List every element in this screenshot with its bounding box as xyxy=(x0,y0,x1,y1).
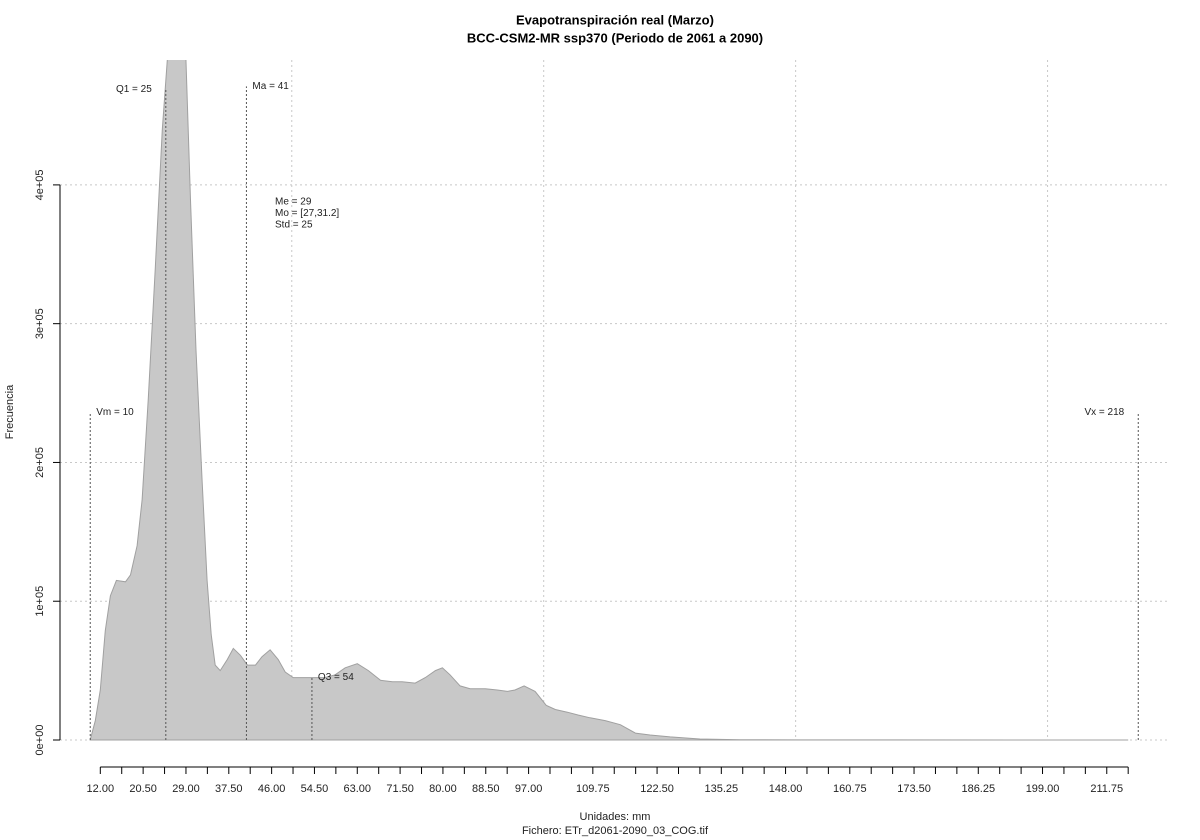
marker-label: Q1 = 25 xyxy=(116,84,152,95)
marker-label: Vm = 10 xyxy=(96,407,134,418)
chart-subtitle: BCC-CSM2-MR ssp370 (Periodo de 2061 a 20… xyxy=(467,30,763,45)
x-tick-label: 12.00 xyxy=(87,783,115,795)
x-tick-label: 160.75 xyxy=(833,783,867,795)
stat-label: Me = 29 xyxy=(275,197,312,208)
stat-label: Std = 25 xyxy=(275,220,313,231)
x-tick-label: 37.50 xyxy=(215,783,243,795)
x-tick-label: 97.00 xyxy=(515,783,543,795)
y-tick-label: 3e+05 xyxy=(34,308,46,339)
y-tick-label: 1e+05 xyxy=(34,586,46,617)
chart-title: Evapotranspiración real (Marzo) xyxy=(516,12,714,27)
density-area xyxy=(89,60,1129,741)
x-tick-label: 71.50 xyxy=(386,783,414,795)
y-tick-label: 4e+05 xyxy=(34,169,46,200)
x-tick-label: 211.75 xyxy=(1090,783,1123,795)
x-tick-label: 80.00 xyxy=(429,783,457,795)
marker-label: Ma = 41 xyxy=(252,81,289,92)
marker-label: Q3 = 54 xyxy=(318,672,354,683)
stat-label: Mo = [27,31.2] xyxy=(275,208,339,219)
x-tick-label: 63.00 xyxy=(344,783,372,795)
y-tick-label: 2e+05 xyxy=(34,447,46,478)
marker-label: Vx = 218 xyxy=(1084,407,1124,418)
x-tick-label: 46.00 xyxy=(258,783,286,795)
x-tick-label: 135.25 xyxy=(704,783,738,795)
x-tick-label: 122.50 xyxy=(640,783,674,795)
x-tick-label: 54.50 xyxy=(301,783,329,795)
x-tick-label: 186.25 xyxy=(961,783,995,795)
y-tick-label: 0e+00 xyxy=(34,725,46,756)
caption: Fichero: ETr_d2061-2090_03_COG.tif xyxy=(522,825,709,837)
y-axis-label: Frecuencia xyxy=(4,384,16,439)
x-tick-label: 20.50 xyxy=(129,783,157,795)
x-tick-label: 109.75 xyxy=(576,783,610,795)
x-tick-label: 29.00 xyxy=(172,783,200,795)
x-tick-label: 148.00 xyxy=(769,783,803,795)
x-tick-label: 199.00 xyxy=(1026,783,1060,795)
x-axis-label: Unidades: mm xyxy=(580,811,651,823)
x-tick-label: 173.50 xyxy=(897,783,931,795)
x-tick-label: 88.50 xyxy=(472,783,500,795)
